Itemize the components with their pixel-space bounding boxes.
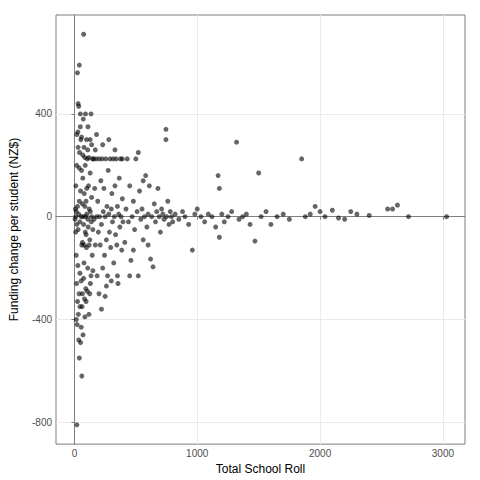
svg-text:0: 0 xyxy=(46,211,52,222)
svg-text:Total School Roll: Total School Roll xyxy=(216,462,305,476)
svg-text:1000: 1000 xyxy=(186,448,209,459)
svg-text:Funding change per student (NZ: Funding change per student (NZ$) xyxy=(7,138,21,321)
svg-text:0: 0 xyxy=(72,448,78,459)
svg-text:3000: 3000 xyxy=(432,448,455,459)
svg-text:2000: 2000 xyxy=(309,448,332,459)
svg-text:-800: -800 xyxy=(32,417,52,428)
svg-text:-400: -400 xyxy=(32,314,52,325)
svg-text:400: 400 xyxy=(35,108,52,119)
